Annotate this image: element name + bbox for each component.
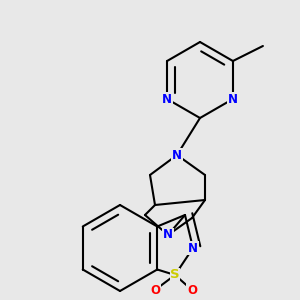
- Text: N: N: [188, 242, 198, 254]
- Text: N: N: [228, 92, 238, 106]
- Text: N: N: [163, 229, 173, 242]
- Text: O: O: [187, 284, 197, 296]
- Text: O: O: [150, 284, 160, 296]
- Text: N: N: [162, 92, 172, 106]
- Text: N: N: [172, 148, 182, 161]
- Text: S: S: [170, 268, 180, 281]
